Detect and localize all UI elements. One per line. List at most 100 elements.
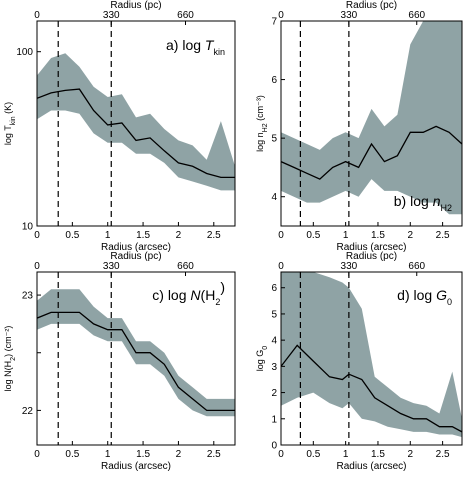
- y-axis-title-sub: 0: [262, 346, 269, 350]
- panel-label-h: H: [205, 287, 215, 303]
- x-tick-label: 2: [408, 449, 414, 460]
- panel-d-g0: 0 0.5 1 1.5 2 2.5 0 330 660 0 1 2 3 4 5 6 Radius (pc) Rad…: [255, 251, 463, 472]
- series-line: [37, 311, 235, 412]
- panel-label-var: n: [433, 193, 441, 209]
- top-axis-title: Radius (pc): [110, 0, 161, 11]
- x-tick-label: 2: [176, 230, 182, 241]
- x-tick-label: 0.5: [65, 230, 79, 241]
- y-tick-label: 100: [16, 47, 33, 58]
- panel-label-paren: (: [201, 287, 206, 303]
- y-axis-title-main: log T: [3, 125, 13, 145]
- panel-label-var: T: [205, 37, 215, 53]
- uncertainty-band: [281, 272, 462, 438]
- y-axis-title-main: log N(H: [3, 361, 13, 392]
- x-tick-label: 0.5: [306, 230, 320, 241]
- x-tick-label: 0.5: [65, 449, 79, 460]
- x-tick-label: 2.5: [436, 230, 450, 241]
- x-tick-label: 2.5: [436, 449, 450, 460]
- x-tick-label: 0: [34, 449, 40, 460]
- panel-label: c) log N(H2): [152, 279, 225, 307]
- panel-label: b) log nH2: [394, 193, 452, 213]
- top-tick-label: 330: [341, 10, 358, 21]
- top-axis-title: Radius (pc): [346, 251, 397, 262]
- y-axis-title-sub: kin: [10, 116, 17, 125]
- x-tick-label: 2: [176, 449, 182, 460]
- panel-label-sub: kin: [213, 47, 225, 57]
- y-tick-label: 10: [22, 222, 34, 233]
- top-tick-label: 0: [34, 10, 40, 21]
- y-tick-label: 5: [271, 134, 277, 145]
- top-tick-label: 330: [103, 261, 120, 272]
- top-tick-label: 330: [341, 261, 358, 272]
- x-tick-label: 1: [105, 449, 111, 460]
- panel-b-nh2: 0 0.5 1 1.5 2 2.5 0 330 660 4 5 6 7 Radius (pc) Radius…: [255, 0, 463, 253]
- y-tick-label: 4: [271, 192, 277, 203]
- y-axis-title-tail: (K): [3, 102, 13, 117]
- panel-label-prefix: d) log: [397, 287, 436, 303]
- top-tick-label: 330: [103, 10, 120, 21]
- panel-label-sub: 0: [447, 297, 452, 307]
- top-tick-label: 0: [278, 261, 284, 272]
- y-axis-title-sub: H2: [262, 123, 269, 132]
- x-tick-label: 1.5: [136, 449, 150, 460]
- y-axis-title: log nH2 (cm⁻³): [255, 95, 269, 152]
- y-tick-label: 2: [271, 388, 277, 399]
- top-tick-label: 660: [177, 261, 194, 272]
- panel-label-prefix: c) log: [152, 287, 190, 303]
- y-axis-title: log N(H2) (cm⁻²): [3, 326, 17, 392]
- x-tick-label: 1.5: [371, 230, 385, 241]
- x-tick-label: 1.5: [136, 230, 150, 241]
- series-line: [281, 344, 462, 433]
- x-tick-label: 0: [278, 230, 284, 241]
- x-tick-label: 2: [408, 230, 414, 241]
- y-tick-label: 23: [22, 291, 34, 302]
- panel-label-sub: H2: [440, 203, 452, 213]
- top-tick-label: 660: [177, 10, 194, 21]
- y-tick-label: 7: [271, 17, 277, 28]
- y-axis-title: log Tkin (K): [3, 102, 17, 145]
- y-axis-title-sub: 2: [10, 357, 17, 361]
- x-axis-title: Radius (arcsec): [336, 461, 406, 472]
- panel-label: d) log G0: [397, 287, 452, 307]
- x-tick-label: 1: [343, 449, 349, 460]
- axes-frame: [280, 20, 463, 227]
- x-tick-label: 0: [34, 230, 40, 241]
- top-tick-label: 0: [278, 10, 284, 21]
- x-tick-label: 1: [343, 230, 349, 241]
- x-tick-label: 0.5: [306, 449, 320, 460]
- y-axis-title-tail: (cm⁻³): [255, 95, 265, 123]
- uncertainty-band: [37, 53, 235, 191]
- y-tick-label: 1: [271, 414, 277, 425]
- x-axis-title: Radius (arcsec): [336, 242, 406, 253]
- y-tick-label: 5: [271, 309, 277, 320]
- panel-label: a) log Tkin: [166, 37, 225, 57]
- top-tick-label: 0: [34, 261, 40, 272]
- x-tick-label: 2.5: [207, 449, 221, 460]
- panel-label-sub: 2: [215, 297, 220, 307]
- panel-label-var: G: [436, 287, 447, 303]
- top-tick-label: 660: [408, 261, 425, 272]
- y-axis-title-tail: ) (cm⁻²): [3, 326, 13, 357]
- panel-label-prefix: b) log: [394, 193, 433, 209]
- series-line: [37, 88, 235, 179]
- panel-label-close: ): [220, 279, 225, 295]
- y-axis-title: log G0: [255, 346, 269, 372]
- y-tick-label: 6: [271, 75, 277, 86]
- x-tick-label: 2.5: [207, 230, 221, 241]
- axes-frame: [36, 20, 236, 227]
- x-axis-title: Radius (arcsec): [101, 242, 171, 253]
- axes-frame: [36, 271, 236, 446]
- axes-frame: [280, 271, 463, 446]
- y-tick-label: 22: [22, 406, 34, 417]
- y-tick-label: 4: [271, 336, 277, 347]
- top-axis-title: Radius (pc): [346, 0, 397, 11]
- panel-a-tkin: 0 0.5 1 1.5 2 2.5 0 330 660 10 100 Radius (pc) Radiu…: [3, 0, 236, 253]
- y-tick-label: 0: [271, 441, 277, 452]
- y-axis-title-main: log n: [255, 132, 265, 152]
- y-tick-label: 3: [271, 362, 277, 373]
- y-axis-title-main: log G: [255, 350, 265, 372]
- x-tick-label: 1: [105, 230, 111, 241]
- panel-label-var: N: [190, 287, 201, 303]
